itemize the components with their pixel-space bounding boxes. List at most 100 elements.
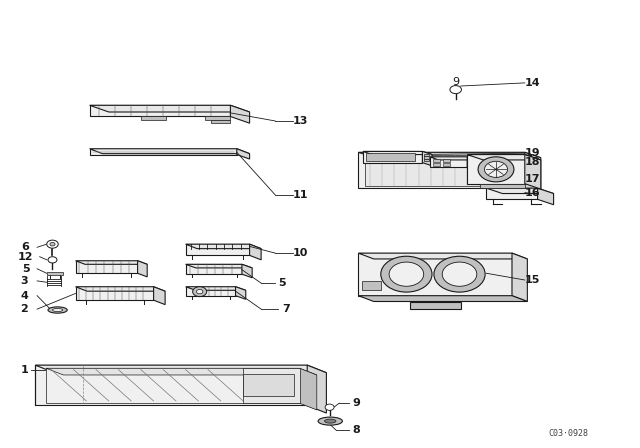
Polygon shape <box>363 151 432 155</box>
Polygon shape <box>307 365 326 413</box>
Circle shape <box>381 256 432 292</box>
Polygon shape <box>358 253 512 296</box>
Polygon shape <box>366 153 415 161</box>
Circle shape <box>47 240 58 248</box>
Bar <box>433 159 440 162</box>
Polygon shape <box>467 155 541 160</box>
Polygon shape <box>467 155 525 184</box>
Circle shape <box>442 262 477 286</box>
Polygon shape <box>358 152 525 188</box>
Polygon shape <box>430 157 476 160</box>
Polygon shape <box>236 287 246 299</box>
Polygon shape <box>243 368 300 403</box>
Bar <box>424 159 429 161</box>
Text: 11: 11 <box>293 190 308 200</box>
Text: 9: 9 <box>353 398 360 408</box>
Text: 6: 6 <box>22 242 29 252</box>
Text: 7: 7 <box>282 304 290 314</box>
Text: 10: 10 <box>293 248 308 258</box>
Polygon shape <box>300 368 317 410</box>
Bar <box>443 159 450 162</box>
Bar <box>424 154 429 156</box>
Text: 18: 18 <box>525 157 540 167</box>
Polygon shape <box>242 264 252 278</box>
Ellipse shape <box>324 419 336 423</box>
Polygon shape <box>47 272 63 275</box>
Bar <box>433 163 440 166</box>
Polygon shape <box>410 302 461 309</box>
Polygon shape <box>186 264 252 268</box>
Polygon shape <box>186 287 236 296</box>
Polygon shape <box>154 287 165 305</box>
Polygon shape <box>250 244 261 260</box>
Text: 12: 12 <box>18 252 33 262</box>
Polygon shape <box>525 152 541 194</box>
Polygon shape <box>358 253 527 259</box>
Polygon shape <box>138 261 147 277</box>
Polygon shape <box>211 120 230 123</box>
Circle shape <box>450 86 461 94</box>
Circle shape <box>50 242 55 246</box>
Polygon shape <box>76 287 154 300</box>
Circle shape <box>478 157 514 182</box>
Polygon shape <box>186 244 250 255</box>
Circle shape <box>484 161 508 177</box>
Polygon shape <box>46 368 317 375</box>
Polygon shape <box>362 281 381 290</box>
Polygon shape <box>422 151 432 166</box>
Text: C03·0928: C03·0928 <box>549 429 589 438</box>
Polygon shape <box>90 149 237 155</box>
Polygon shape <box>430 157 467 167</box>
Polygon shape <box>186 287 246 290</box>
Circle shape <box>434 256 485 292</box>
Text: 16: 16 <box>525 188 540 198</box>
Text: 9: 9 <box>452 77 460 86</box>
Polygon shape <box>486 188 554 194</box>
Circle shape <box>196 289 203 294</box>
Ellipse shape <box>48 307 67 313</box>
Polygon shape <box>76 287 165 291</box>
Circle shape <box>48 257 57 263</box>
Polygon shape <box>486 188 538 199</box>
Text: 13: 13 <box>293 116 308 126</box>
Text: 2: 2 <box>20 304 28 314</box>
Polygon shape <box>35 365 307 405</box>
Text: 5: 5 <box>278 278 285 288</box>
Polygon shape <box>90 105 230 116</box>
Polygon shape <box>525 155 541 189</box>
Polygon shape <box>90 149 250 154</box>
Bar <box>443 163 450 166</box>
Text: 19: 19 <box>525 148 540 158</box>
Polygon shape <box>76 261 138 273</box>
Ellipse shape <box>52 308 63 312</box>
Polygon shape <box>76 261 147 264</box>
Polygon shape <box>480 184 525 188</box>
Polygon shape <box>90 105 250 112</box>
Ellipse shape <box>318 417 342 425</box>
Circle shape <box>325 404 334 410</box>
Polygon shape <box>363 151 422 163</box>
Polygon shape <box>186 244 261 249</box>
Polygon shape <box>512 253 527 302</box>
Polygon shape <box>205 116 230 120</box>
Polygon shape <box>358 152 541 158</box>
Text: 3: 3 <box>20 276 28 286</box>
Polygon shape <box>538 188 554 205</box>
Polygon shape <box>141 116 166 120</box>
Polygon shape <box>230 105 250 123</box>
Text: 14: 14 <box>525 78 540 88</box>
Polygon shape <box>243 374 294 396</box>
Text: 4: 4 <box>20 291 28 301</box>
Polygon shape <box>186 264 242 274</box>
Circle shape <box>389 262 424 286</box>
Text: 5: 5 <box>22 264 29 274</box>
Text: 8: 8 <box>353 425 360 435</box>
Polygon shape <box>46 368 300 403</box>
Polygon shape <box>35 365 326 373</box>
Bar <box>424 156 429 159</box>
Circle shape <box>193 287 207 297</box>
Text: 17: 17 <box>525 174 540 184</box>
Polygon shape <box>358 296 527 302</box>
Polygon shape <box>365 155 518 186</box>
Polygon shape <box>467 157 476 170</box>
